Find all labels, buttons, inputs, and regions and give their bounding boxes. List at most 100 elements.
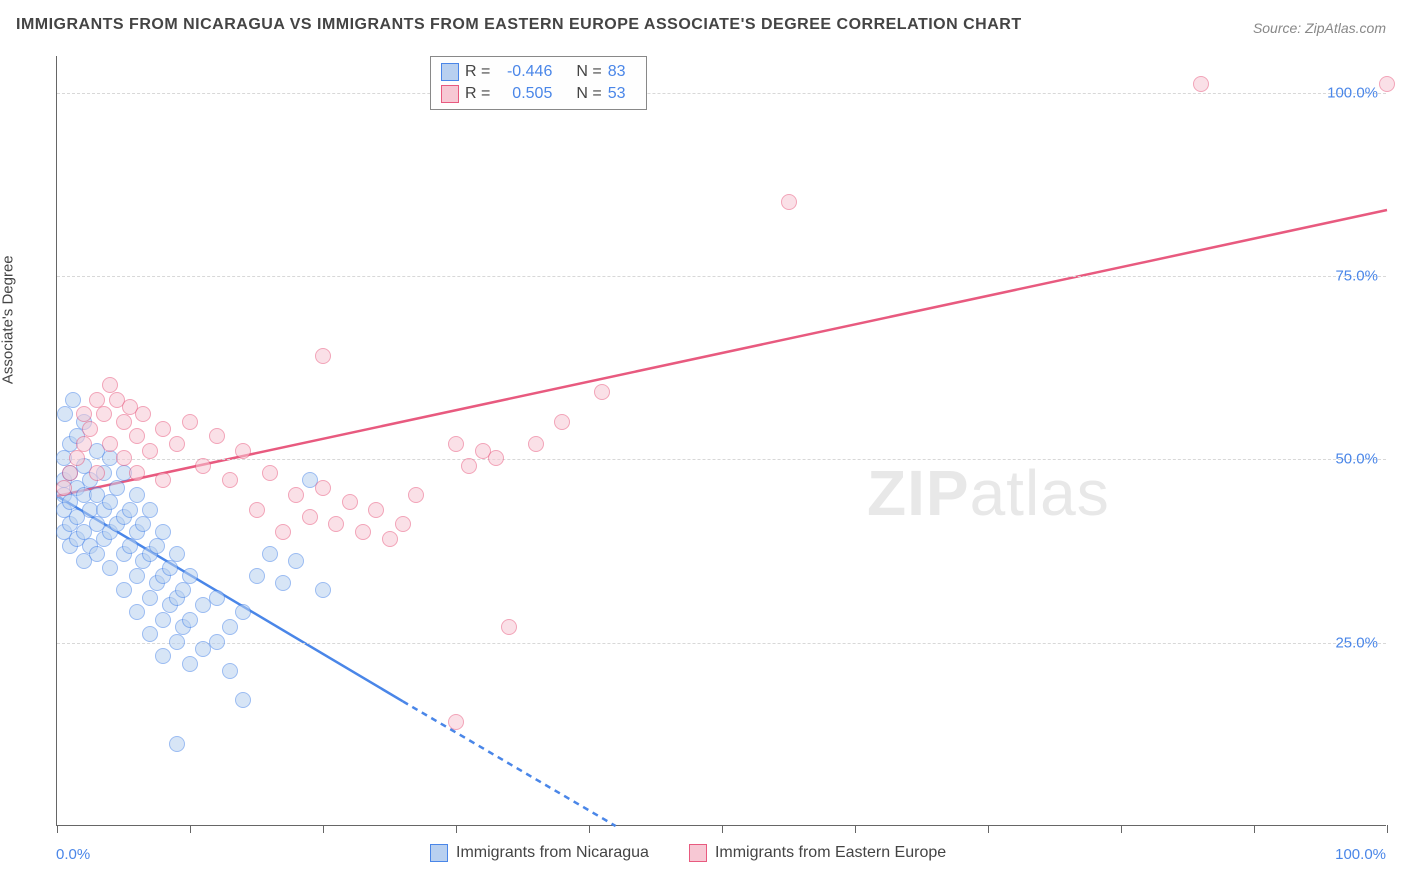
scatter-point — [368, 502, 384, 518]
scatter-point — [129, 487, 145, 503]
gridline-h — [57, 276, 1386, 277]
legend-swatch — [441, 63, 459, 81]
scatter-point — [76, 436, 92, 452]
r-label: R = — [465, 61, 490, 83]
scatter-point — [155, 472, 171, 488]
scatter-point — [102, 560, 118, 576]
scatter-point — [209, 428, 225, 444]
plot-area: ZIPatlas 25.0%50.0%75.0%100.0% — [56, 56, 1386, 826]
scatter-point — [395, 516, 411, 532]
y-tick-label: 25.0% — [1335, 634, 1378, 651]
scatter-point — [288, 553, 304, 569]
gridline-h — [57, 643, 1386, 644]
scatter-point — [448, 436, 464, 452]
scatter-point — [122, 502, 138, 518]
legend-swatch — [430, 844, 448, 862]
series-name: Immigrants from Eastern Europe — [715, 844, 946, 862]
scatter-point — [249, 502, 265, 518]
scatter-point — [328, 516, 344, 532]
scatter-point — [155, 421, 171, 437]
scatter-point — [89, 392, 105, 408]
scatter-point — [102, 377, 118, 393]
scatter-point — [249, 568, 265, 584]
y-tick-label: 100.0% — [1327, 84, 1378, 101]
scatter-point — [116, 414, 132, 430]
scatter-point — [315, 348, 331, 364]
scatter-point — [1379, 76, 1395, 92]
scatter-point — [116, 582, 132, 598]
scatter-point — [109, 480, 125, 496]
n-value: 53 — [608, 83, 636, 105]
scatter-point — [222, 619, 238, 635]
scatter-point — [96, 406, 112, 422]
scatter-point — [262, 465, 278, 481]
scatter-point — [1193, 76, 1209, 92]
scatter-point — [501, 619, 517, 635]
scatter-point — [62, 465, 78, 481]
x-tick — [1254, 825, 1255, 833]
scatter-point — [142, 502, 158, 518]
scatter-point — [461, 458, 477, 474]
scatter-point — [182, 612, 198, 628]
scatter-point — [135, 406, 151, 422]
scatter-point — [155, 524, 171, 540]
scatter-point — [528, 436, 544, 452]
scatter-point — [182, 568, 198, 584]
scatter-point — [169, 436, 185, 452]
scatter-point — [262, 546, 278, 562]
scatter-point — [65, 392, 81, 408]
scatter-point — [275, 524, 291, 540]
scatter-point — [149, 538, 165, 554]
stats-legend-row: R = -0.446 N = 83 — [441, 61, 636, 83]
scatter-point — [594, 384, 610, 400]
scatter-point — [89, 465, 105, 481]
scatter-point — [175, 582, 191, 598]
scatter-point — [182, 656, 198, 672]
scatter-point — [129, 604, 145, 620]
scatter-point — [781, 194, 797, 210]
scatter-point — [102, 494, 118, 510]
n-label: N = — [576, 83, 601, 105]
scatter-point — [129, 465, 145, 481]
scatter-point — [169, 546, 185, 562]
gridline-h — [57, 459, 1386, 460]
n-value: 83 — [608, 61, 636, 83]
chart-title: IMMIGRANTS FROM NICARAGUA VS IMMIGRANTS … — [16, 16, 1022, 34]
scatter-point — [288, 487, 304, 503]
scatter-point — [116, 450, 132, 466]
x-axis-start-label: 0.0% — [56, 846, 90, 863]
r-label: R = — [465, 83, 490, 105]
scatter-point — [142, 590, 158, 606]
scatter-point — [315, 480, 331, 496]
scatter-point — [155, 612, 171, 628]
scatter-point — [82, 421, 98, 437]
scatter-point — [169, 634, 185, 650]
scatter-point — [235, 604, 251, 620]
x-tick — [57, 825, 58, 833]
x-tick — [589, 825, 590, 833]
scatter-point — [89, 546, 105, 562]
x-tick — [988, 825, 989, 833]
legend-swatch — [441, 85, 459, 103]
scatter-point — [155, 648, 171, 664]
scatter-point — [222, 663, 238, 679]
scatter-point — [554, 414, 570, 430]
scatter-point — [209, 634, 225, 650]
x-tick — [190, 825, 191, 833]
scatter-point — [76, 406, 92, 422]
scatter-point — [135, 516, 151, 532]
x-tick — [722, 825, 723, 833]
stats-legend: R =-0.446N =83R = 0.505N =53 — [430, 56, 647, 110]
scatter-point — [142, 443, 158, 459]
scatter-point — [162, 560, 178, 576]
n-label: N = — [576, 61, 601, 83]
scatter-point — [129, 568, 145, 584]
r-value: -0.446 — [496, 61, 552, 83]
stats-legend-row: R = 0.505N =53 — [441, 83, 636, 105]
series-name: Immigrants from Nicaragua — [456, 844, 649, 862]
scatter-point — [129, 428, 145, 444]
series-legend-item: Immigrants from Eastern Europe — [689, 844, 946, 862]
scatter-point — [195, 458, 211, 474]
series-legend-item: Immigrants from Nicaragua — [430, 844, 649, 862]
y-axis-title: Associate's Degree — [0, 255, 17, 384]
